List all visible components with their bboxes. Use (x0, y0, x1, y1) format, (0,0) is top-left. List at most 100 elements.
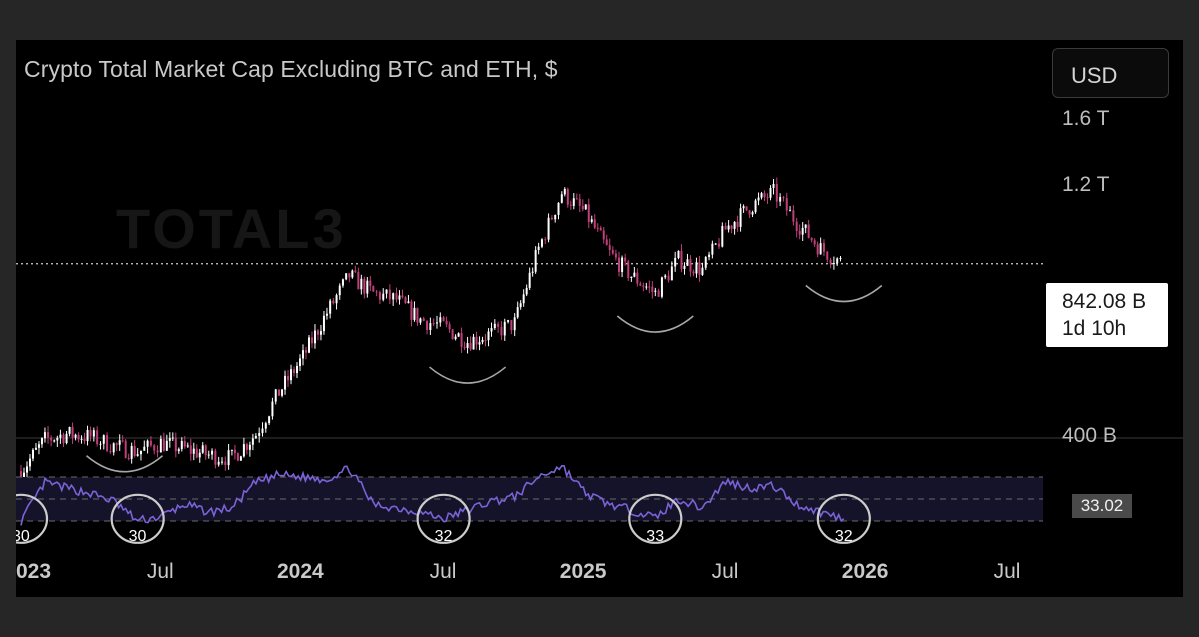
candle-body (40, 438, 43, 445)
candle-body (816, 244, 819, 255)
candle-body (274, 389, 277, 402)
candle-body (519, 303, 522, 308)
candle-body (248, 444, 251, 450)
candle-body (704, 257, 707, 268)
candle-body (198, 452, 201, 458)
candle-body (382, 293, 385, 300)
candle-body (544, 239, 547, 241)
x-tick-label: Jul (147, 560, 174, 583)
candle-body (829, 259, 832, 264)
candle-body (445, 321, 448, 325)
candle-body (513, 317, 516, 331)
candle-body (180, 441, 183, 450)
candle-body (426, 320, 429, 330)
candle-body (310, 337, 313, 344)
candle-body (74, 434, 77, 438)
candle-body (217, 461, 220, 465)
candle-body (71, 426, 74, 438)
candle-body (227, 450, 230, 466)
x-tick-label: Jul (994, 560, 1021, 583)
candle-body (730, 225, 733, 229)
candle-body (177, 449, 180, 452)
candles-group (20, 177, 842, 485)
candle-body (724, 226, 727, 230)
candle-body (614, 253, 617, 258)
candle-body (478, 342, 481, 345)
candle-body (714, 243, 717, 245)
candle-body (639, 283, 642, 286)
candle-body (363, 278, 366, 294)
round-bottom-arc (429, 366, 507, 384)
candle-body (183, 441, 186, 447)
candle-body (739, 208, 742, 227)
candle-body (481, 339, 484, 343)
candle-body (133, 445, 136, 456)
candle-body (127, 457, 130, 459)
candle-body (102, 435, 105, 444)
candle-body (748, 210, 751, 215)
candle-body (322, 315, 325, 332)
candle-body (454, 336, 457, 340)
candle-body (813, 240, 816, 245)
candle-body (341, 279, 344, 286)
candle-body (307, 337, 310, 353)
candle-body (25, 466, 28, 473)
candle-body (537, 246, 540, 250)
candle-body (789, 210, 792, 212)
candle-body (708, 254, 711, 258)
candle-body (581, 205, 584, 210)
candle-body (278, 389, 281, 396)
candle-body (65, 433, 68, 444)
candle-body (566, 188, 569, 205)
candle-body (680, 250, 683, 269)
candle-body (717, 243, 720, 247)
candle-body (271, 401, 274, 417)
chart-svg[interactable]: 1.6 T 1.2 T 400 B 30 30 32 33 32 023 Jul 2024 Jul 20… (16, 40, 1183, 597)
candle-body (410, 301, 413, 320)
candle-body (165, 440, 168, 451)
candle-body (754, 200, 757, 213)
candle-body (599, 227, 602, 231)
symbol-watermark: TOTAL3 (116, 197, 347, 260)
candle-body (575, 198, 578, 200)
currency-button[interactable]: USD (1052, 48, 1169, 98)
candle-body (516, 307, 519, 318)
candle-body (251, 438, 254, 445)
candle-body (569, 204, 572, 206)
candle-body (692, 271, 695, 274)
candle-body (56, 437, 59, 441)
rsi-circle (416, 493, 471, 544)
candle-body (366, 280, 369, 294)
candle-body (507, 320, 510, 322)
candle-body (22, 472, 25, 481)
rsi-line (20, 464, 845, 526)
candle-body (236, 453, 239, 461)
candle-body (763, 193, 766, 198)
candle-body (96, 430, 99, 445)
candle-body (605, 239, 608, 246)
candle-body (769, 187, 772, 198)
candle-body (345, 273, 348, 280)
candle-body (695, 262, 698, 274)
candle-body (435, 322, 438, 324)
candle-body (136, 454, 139, 456)
candle-body (293, 369, 296, 374)
candle-body (211, 450, 214, 455)
candle-body (360, 278, 363, 290)
candle-body (242, 444, 245, 457)
candle-body (254, 435, 257, 439)
candle-body (171, 437, 174, 439)
candle-body (50, 437, 53, 441)
candle-body (375, 291, 378, 293)
candle-body (822, 243, 825, 252)
candle-body (745, 206, 748, 211)
candle-body (670, 266, 673, 281)
candle-body (651, 286, 654, 292)
candle-body (547, 217, 550, 240)
candle-body (596, 227, 599, 229)
candle-body (674, 258, 677, 267)
candle-body (31, 449, 34, 459)
candle-body (497, 323, 500, 327)
candle-body (77, 434, 80, 440)
candle-body (168, 438, 171, 441)
